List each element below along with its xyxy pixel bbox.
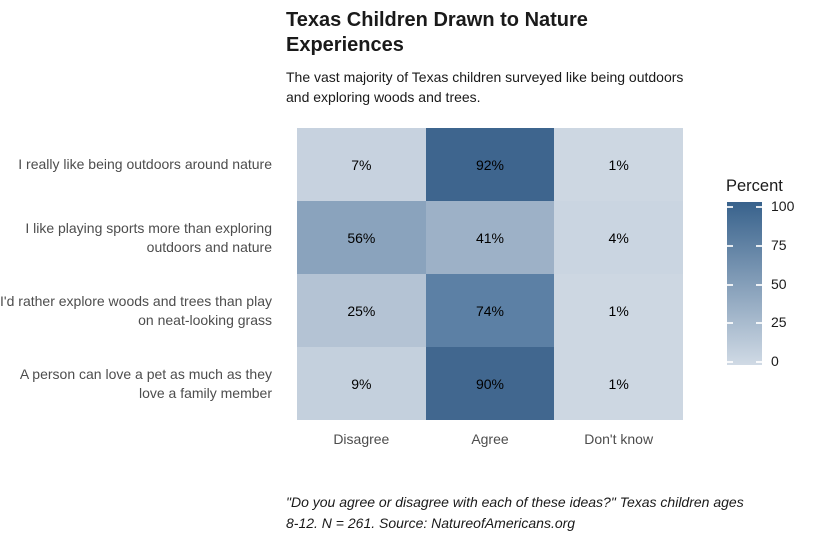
legend-tick-mark xyxy=(727,322,733,325)
legend-title: Percent xyxy=(726,177,783,195)
legend-tick-mark xyxy=(756,283,762,286)
x-axis-labels: Disagree Agree Don't know xyxy=(297,431,683,447)
legend-tick-mark xyxy=(727,206,733,208)
heatmap-grid: 7% 92% 1% 56% 41% 4% 25% 74% 1% 9% 90% 1% xyxy=(297,128,683,420)
legend-tick-label: 75 xyxy=(771,236,787,253)
legend-tick-label: 25 xyxy=(771,314,787,331)
column-label: Agree xyxy=(471,431,509,447)
legend-gradient-bar: 100 75 50 25 0 xyxy=(727,198,794,369)
legend-tick-mark xyxy=(756,206,762,208)
legend-tick-mark xyxy=(756,322,762,325)
legend-tick-label: 0 xyxy=(771,353,779,369)
legend-tick-label: 50 xyxy=(771,275,787,292)
row-label: I like playing sports more than explorin… xyxy=(25,220,272,255)
heatmap-cell: 7% xyxy=(297,128,426,201)
heatmap-cell: 1% xyxy=(554,347,683,420)
legend-tick-mark xyxy=(756,361,762,363)
heatmap-cell: 1% xyxy=(554,128,683,201)
heatmap-cell: 4% xyxy=(554,201,683,274)
heatmap-cell: 92% xyxy=(425,128,555,201)
chart-header: Texas Children Drawn to Nature Experienc… xyxy=(286,8,696,107)
row-label: I'd rather explore woods and trees than … xyxy=(0,293,272,328)
legend: Percent 100 75 50 25 0 xyxy=(726,176,820,369)
heatmap-cell: 74% xyxy=(425,274,555,347)
row-label: I really like being outdoors around natu… xyxy=(18,156,272,173)
column-label: Disagree xyxy=(333,431,390,447)
heatmap-cell: 9% xyxy=(297,347,426,420)
heatmap-cell: 90% xyxy=(425,347,555,420)
legend-tick-mark xyxy=(727,283,733,286)
legend-tick-mark xyxy=(727,244,733,247)
legend-tick-mark xyxy=(727,361,733,363)
legend-tick-mark xyxy=(756,244,762,247)
heatmap-cell: 56% xyxy=(297,201,426,274)
legend-tick-label: 100 xyxy=(771,198,795,214)
heatmap-cell: 25% xyxy=(297,274,426,347)
y-axis-labels: I really like being outdoors around natu… xyxy=(0,128,272,420)
chart-title: Texas Children Drawn to Nature Experienc… xyxy=(286,9,588,56)
column-label: Don't know xyxy=(584,431,654,447)
heatmap-cell: 1% xyxy=(554,274,683,347)
chart-subtitle: The vast majority of Texas children surv… xyxy=(286,69,684,105)
row-label: A person can love a pet as much as they … xyxy=(19,366,272,401)
source-caption: "Do you agree or disagree with each of t… xyxy=(286,494,744,531)
heatmap-cell: 41% xyxy=(425,201,555,274)
